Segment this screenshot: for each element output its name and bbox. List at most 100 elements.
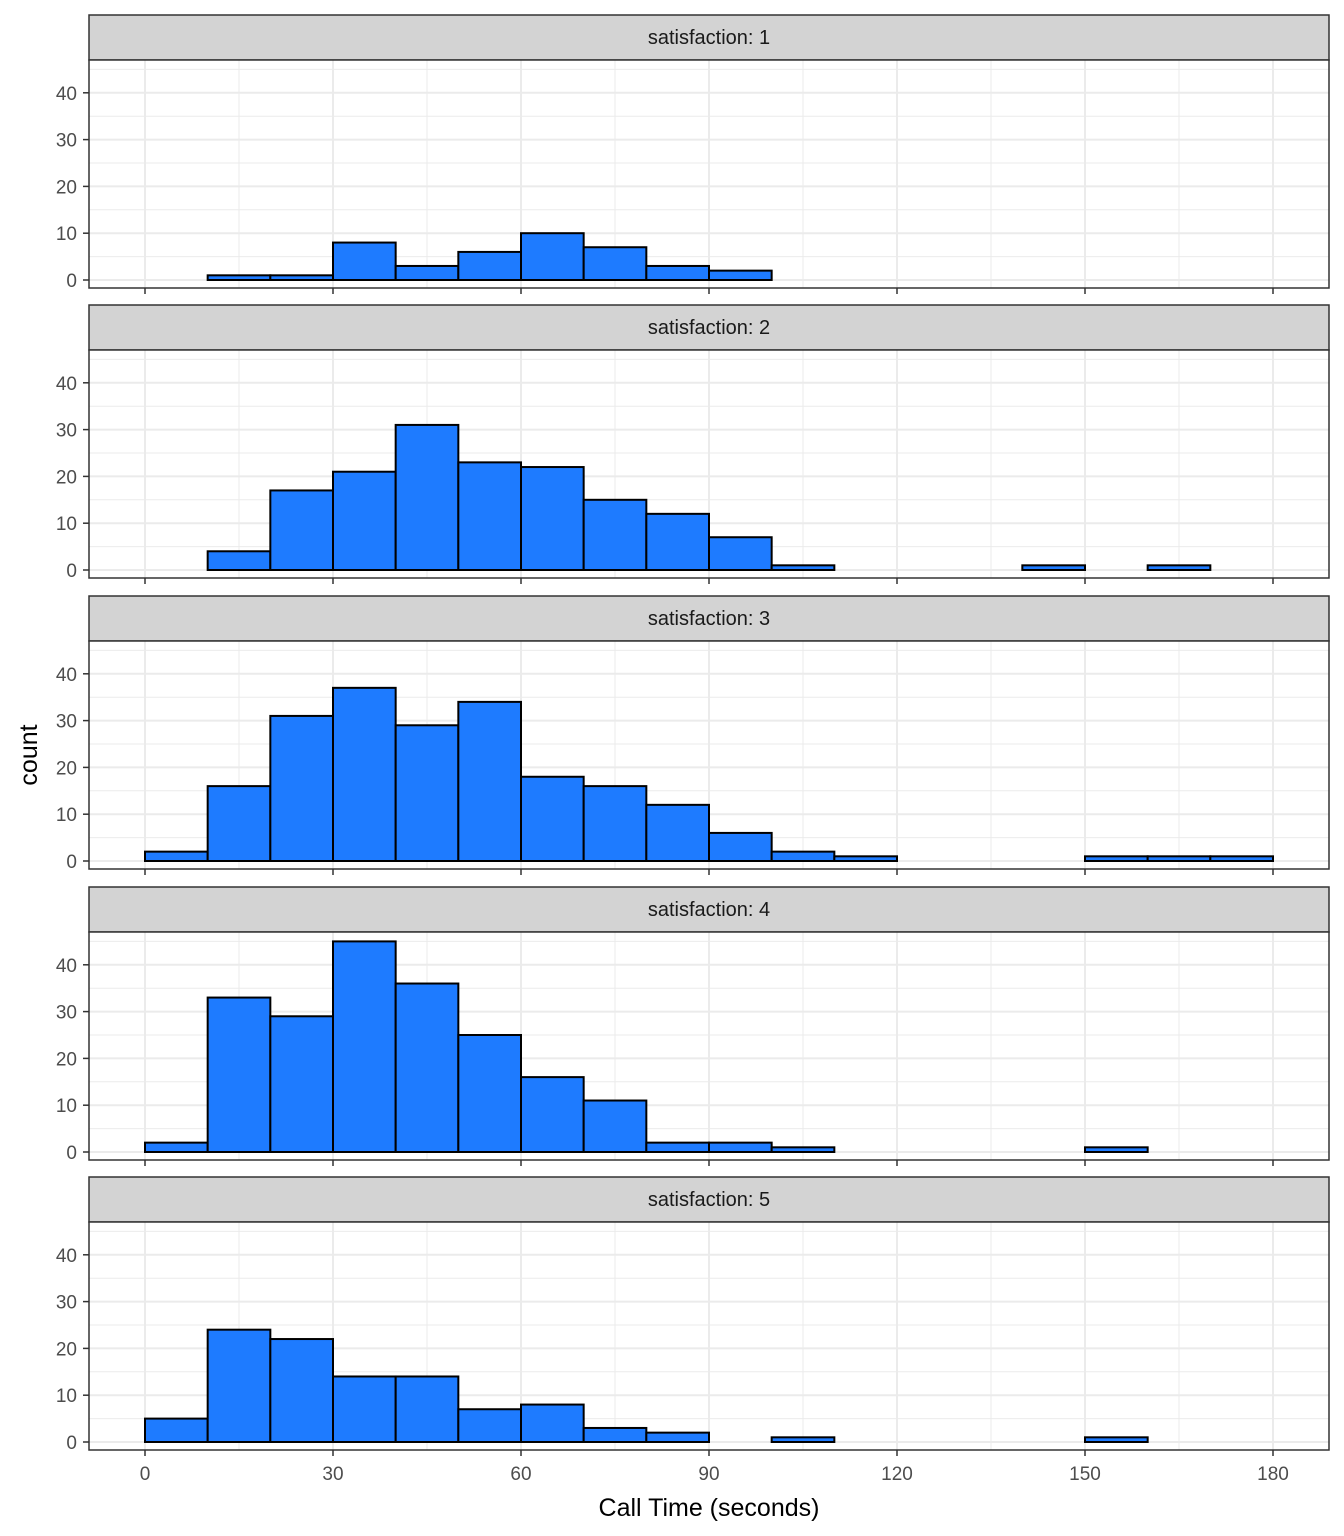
histogram-bar: [708, 1141, 773, 1154]
histogram-bar: [394, 264, 460, 281]
histogram-bar: [332, 241, 397, 281]
histogram-bar: [457, 1034, 523, 1153]
histogram-bar: [645, 512, 710, 572]
histogram-bar: [144, 1141, 209, 1154]
y-tick-label: 10: [56, 224, 77, 245]
y-tick-label: 40: [56, 665, 77, 686]
histogram-bar: [708, 831, 773, 862]
histogram-bar: [582, 498, 648, 571]
y-tick-label: 30: [56, 1003, 77, 1024]
histogram-bar: [144, 1417, 209, 1443]
histogram-bar: [520, 1076, 585, 1153]
y-tick-label: 10: [56, 805, 77, 826]
histogram-bar: [269, 714, 335, 862]
facet-strip-label: satisfaction: 2: [648, 317, 770, 339]
histogram-bar: [457, 1408, 523, 1443]
histogram-bar: [582, 785, 648, 862]
y-tick-label: 30: [56, 712, 77, 733]
histogram-bar: [770, 850, 836, 863]
histogram-bar: [582, 246, 648, 282]
histogram-bar: [269, 274, 335, 282]
facet-strip-label: satisfaction: 1: [648, 27, 770, 49]
y-tick-label: 40: [56, 374, 77, 395]
facet-strip: [88, 1176, 1330, 1223]
histogram-bar: [520, 1403, 585, 1444]
facet-strip: [88, 304, 1330, 351]
histogram-bar: [206, 996, 272, 1153]
y-tick-label: 20: [56, 467, 77, 488]
y-axis-title: count: [15, 724, 43, 785]
histogram-bar: [269, 1338, 335, 1444]
histogram-bar: [1084, 1436, 1149, 1443]
x-tick-label: 0: [140, 1464, 151, 1485]
y-tick-label: 10: [56, 514, 77, 535]
y-tick-label: 30: [56, 1293, 77, 1314]
x-axis-title: Call Time (seconds): [599, 1494, 820, 1522]
y-tick-label: 0: [66, 561, 77, 582]
histogram-bar: [206, 550, 272, 572]
histogram-bar: [708, 269, 773, 282]
y-tick-label: 20: [56, 177, 77, 198]
histogram-bar: [645, 1431, 710, 1444]
y-tick-label: 40: [56, 84, 77, 105]
histogram-bar: [269, 489, 335, 571]
histogram-bar: [206, 785, 272, 862]
histogram-bar: [1084, 1146, 1149, 1153]
y-tick-label: 20: [56, 1339, 77, 1360]
y-tick-label: 20: [56, 758, 77, 779]
y-tick-label: 20: [56, 1049, 77, 1070]
histogram-bar: [520, 232, 585, 281]
facet-strip: [88, 14, 1330, 61]
histogram-bar: [332, 686, 397, 863]
x-tick-label: 120: [881, 1464, 913, 1485]
y-tick-label: 0: [66, 1433, 77, 1454]
histogram-bar: [582, 1099, 648, 1154]
x-tick-label: 150: [1069, 1464, 1101, 1485]
histogram-bar: [144, 850, 209, 863]
histogram-bar: [332, 1375, 397, 1443]
y-tick-label: 40: [56, 956, 77, 977]
facet-strip-label: satisfaction: 5: [648, 1189, 770, 1211]
histogram-bar: [582, 1426, 648, 1443]
y-tick-label: 0: [66, 1143, 77, 1164]
y-tick-label: 0: [66, 852, 77, 873]
histogram-bar: [394, 724, 460, 863]
histogram-bar: [770, 1436, 836, 1443]
y-tick-label: 30: [56, 131, 77, 152]
y-tick-label: 0: [66, 271, 77, 292]
x-tick-label: 180: [1257, 1464, 1289, 1485]
histogram-bar: [206, 274, 272, 282]
histogram-bar: [833, 855, 898, 863]
histogram-bar: [1146, 564, 1212, 572]
x-tick-label: 90: [698, 1464, 719, 1485]
facet-strip: [88, 595, 1330, 642]
x-tick-label: 30: [322, 1464, 343, 1485]
histogram-bar: [206, 1328, 272, 1444]
histogram-bar: [332, 470, 397, 571]
histogram-bar: [394, 1375, 460, 1443]
facet-strip: [88, 886, 1330, 933]
histogram-bar: [645, 803, 710, 863]
y-tick-label: 10: [56, 1096, 77, 1117]
histogram-bar: [770, 564, 836, 572]
y-tick-label: 10: [56, 1386, 77, 1407]
histogram-bar: [269, 1015, 335, 1154]
y-tick-label: 30: [56, 421, 77, 442]
histogram-bar: [457, 700, 523, 862]
histogram-bar: [457, 250, 523, 281]
facet-strip-label: satisfaction: 3: [648, 608, 770, 630]
histogram-bar: [645, 264, 710, 281]
histogram-bar: [520, 466, 585, 572]
x-tick-label: 60: [510, 1464, 531, 1485]
histogram-bar: [708, 536, 773, 571]
histogram-bar: [1021, 564, 1086, 572]
histogram-bar: [457, 461, 523, 571]
histogram-bar: [645, 1141, 710, 1154]
histogram-bar: [1146, 855, 1212, 863]
histogram-bar: [394, 423, 460, 572]
histogram-bar: [520, 775, 585, 863]
histogram-bar: [1084, 855, 1149, 863]
histogram-bar: [332, 940, 397, 1154]
facet-strip-label: satisfaction: 4: [648, 899, 770, 921]
